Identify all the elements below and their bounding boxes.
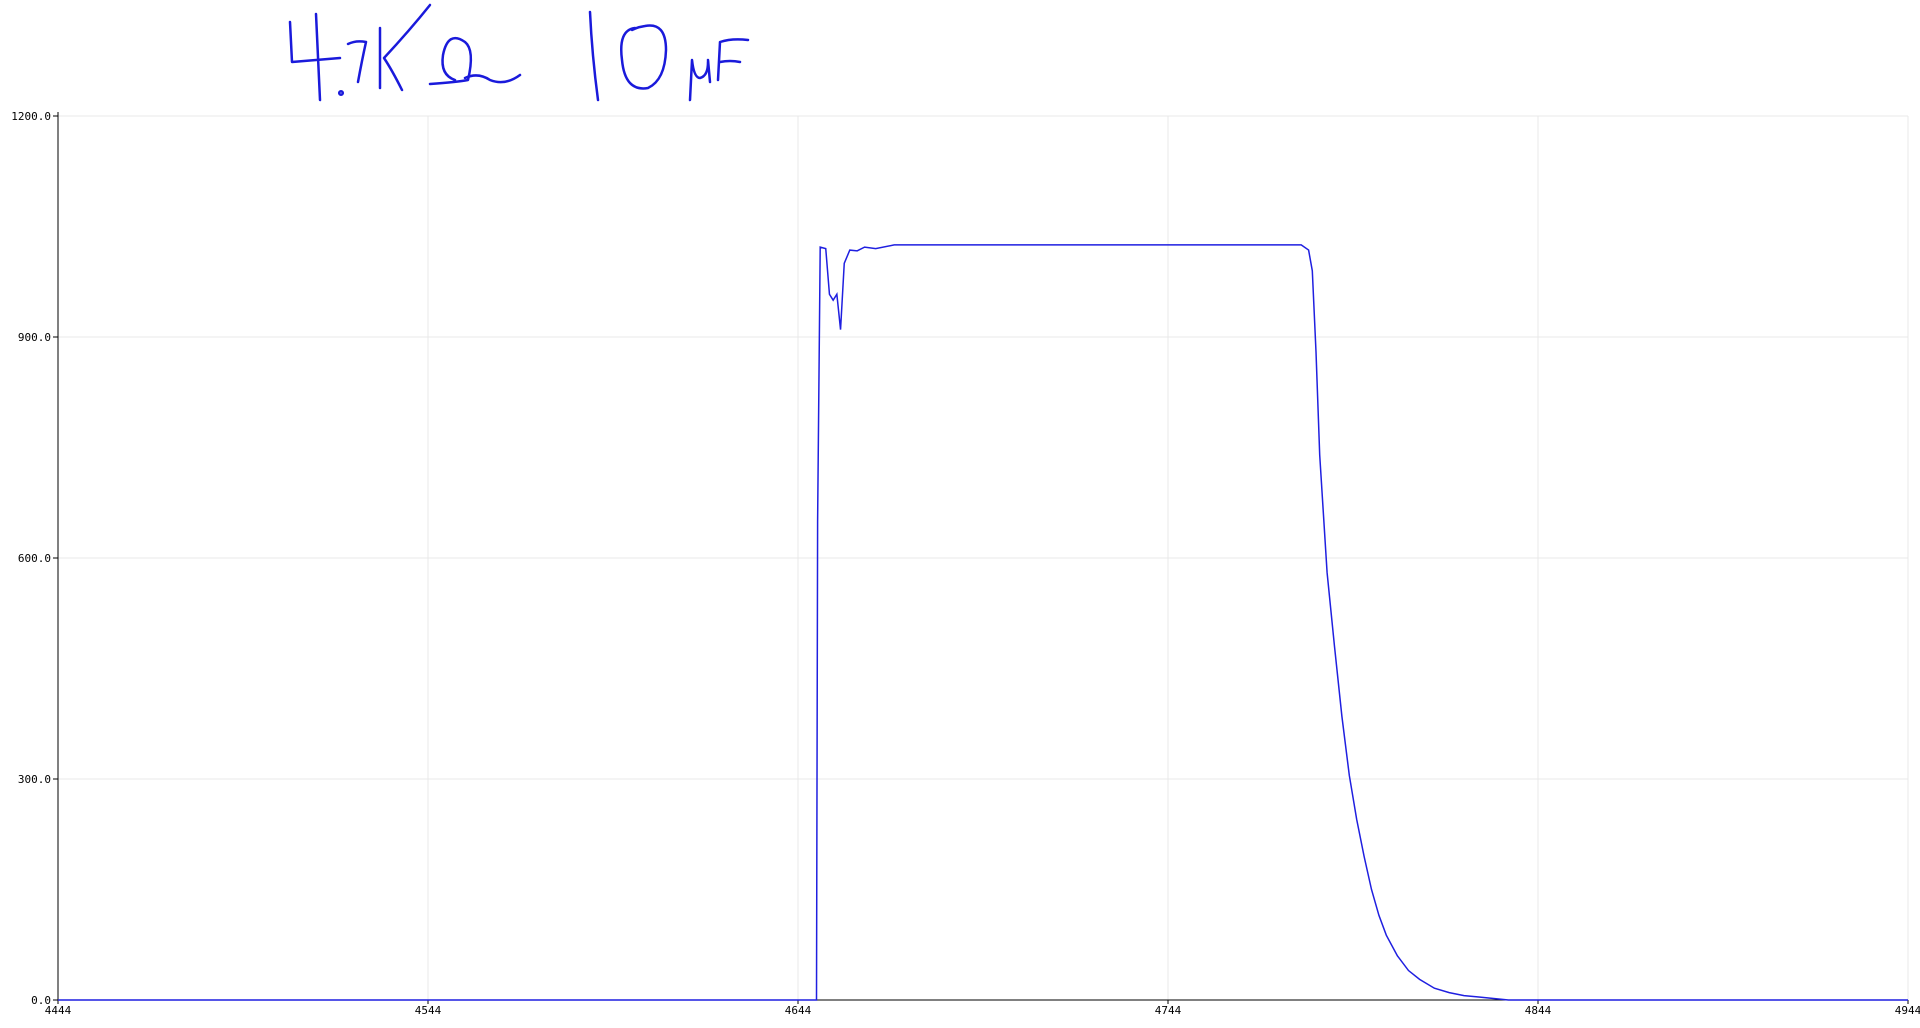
x-tick-label: 4844: [1525, 1004, 1552, 1017]
y-tick-label: 300.0: [18, 773, 51, 786]
y-tick-label: 900.0: [18, 331, 51, 344]
x-tick-label: 4744: [1155, 1004, 1182, 1017]
handwritten-annotation: [288, 3, 750, 102]
x-tick-label: 4544: [415, 1004, 442, 1017]
grid: [58, 115, 1909, 1000]
series-layer: [58, 244, 1908, 1001]
x-tick-label: 4444: [45, 1004, 72, 1017]
series-line-0: [58, 244, 1908, 1001]
tick-labels: 4444 4544 4644 4744 4844 4944 0.0 300.0 600.0 900…: [11, 110, 1920, 1017]
y-tick-label: 600.0: [18, 552, 51, 565]
y-tick-label: 1200.0: [11, 110, 51, 123]
x-tick-label: 4944: [1895, 1004, 1920, 1017]
y-tick-label: 0.0: [31, 994, 51, 1007]
x-tick-label: 4644: [785, 1004, 812, 1017]
handwritten-annotation-ink: [288, 3, 750, 102]
